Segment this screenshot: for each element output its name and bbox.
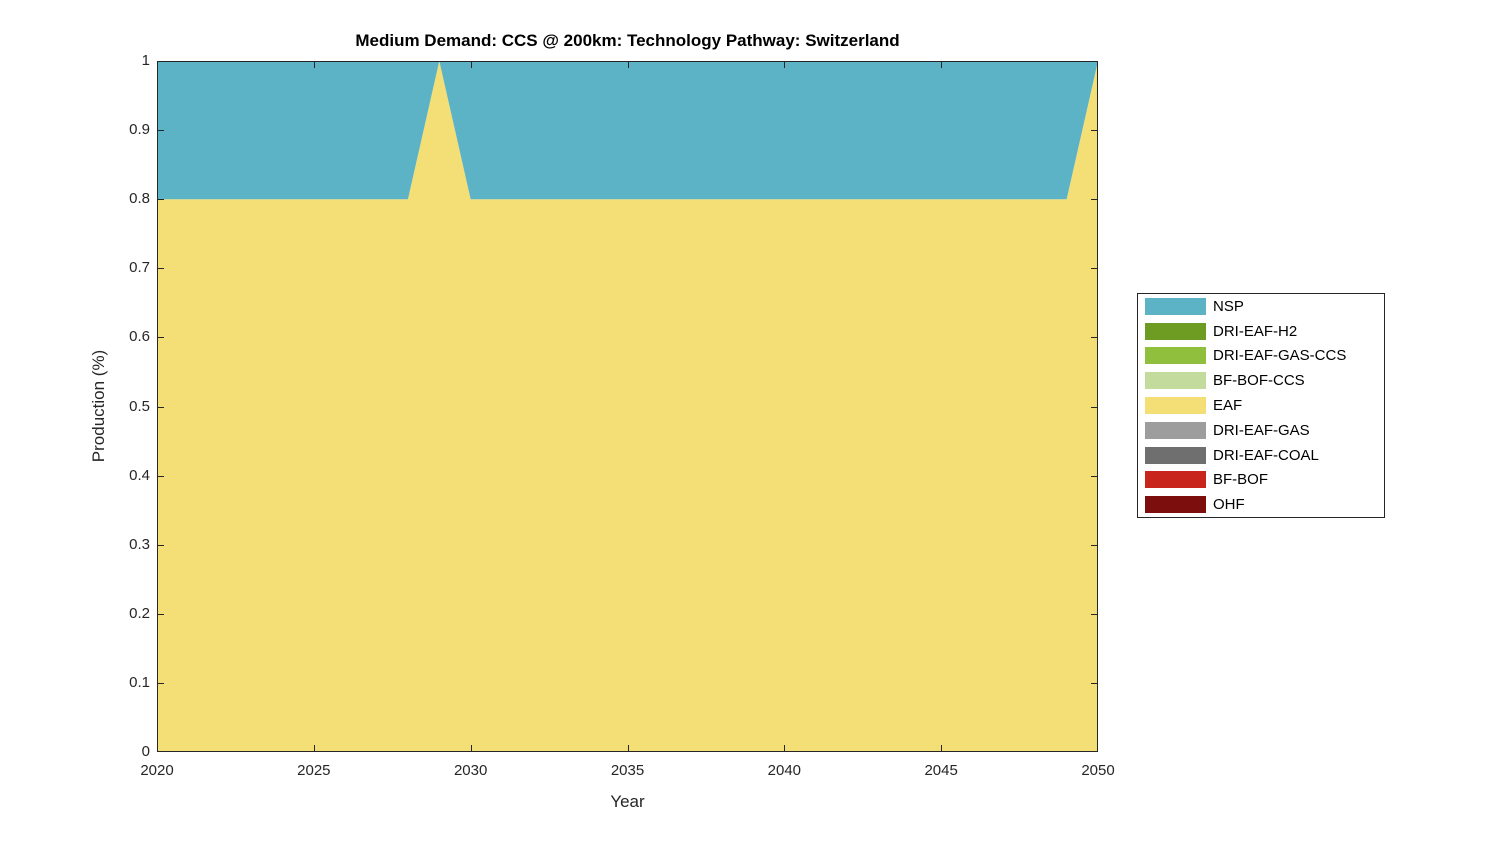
x-tick-label: 2035 [610, 762, 645, 779]
x-tick-label: 2030 [453, 762, 488, 779]
legend-item-EAF: EAF [1145, 393, 1384, 418]
legend-item-NSP: NSP [1145, 294, 1384, 319]
y-tick-label: 0.4 [129, 466, 150, 484]
x-tick-label: 2050 [1081, 762, 1115, 779]
x-tick-label: 2045 [924, 762, 958, 779]
y-tick-label: 0 [141, 743, 150, 760]
legend-swatch-icon [1145, 446, 1206, 464]
legend-label: DRI-EAF-H2 [1213, 322, 1298, 340]
legend-swatch-icon [1145, 372, 1206, 390]
chart-title: Medium Demand: CCS @ 200km: Technology P… [355, 31, 900, 50]
y-tick-label: 0.2 [129, 604, 150, 622]
area-series-EAF [157, 61, 1098, 752]
legend-swatch-icon [1145, 421, 1206, 439]
legend-item-BF-BOF: BF-BOF [1145, 467, 1384, 492]
legend-box: NSP DRI-EAF-H2 DRI-EAF-GAS-CCS BF-BOF-CCS EA… [1137, 293, 1385, 518]
area-series-NSP [157, 61, 1098, 200]
legend-label: BF-BOF [1213, 471, 1268, 489]
y-tick-label: 0.7 [129, 259, 150, 277]
y-tick-label: 0.1 [129, 673, 150, 691]
legend-swatch-icon [1145, 322, 1206, 340]
legend-item-DRI-EAF-GAS: DRI-EAF-GAS [1145, 418, 1384, 443]
x-tick-label: 2040 [767, 762, 802, 779]
legend-label: BF-BOF-CCS [1213, 372, 1305, 390]
stacked-area-plot [157, 61, 1098, 752]
legend-swatch-icon [1145, 397, 1206, 414]
legend-label: OHF [1213, 496, 1245, 514]
legend-item-BF-BOF-CCS: BF-BOF-CCS [1145, 368, 1384, 393]
legend-item-DRI-EAF-H2: DRI-EAF-H2 [1145, 319, 1384, 344]
y-tick-label: 0.5 [129, 397, 150, 415]
y-tick-label: 0.3 [129, 535, 150, 553]
legend-label: DRI-EAF-COAL [1213, 446, 1319, 464]
y-tick-label: 1 [141, 52, 150, 69]
x-axis-label: Year [610, 792, 645, 811]
legend-label: DRI-EAF-GAS-CCS [1213, 347, 1347, 365]
legend-item-OHF: OHF [1145, 492, 1384, 517]
legend-swatch-icon [1145, 297, 1206, 315]
legend-label: EAF [1213, 397, 1243, 414]
legend-swatch-icon [1145, 471, 1206, 489]
legend-item-DRI-EAF-COAL: DRI-EAF-COAL [1145, 443, 1384, 468]
legend-swatch-icon [1145, 347, 1206, 365]
legend-swatch-icon [1145, 496, 1206, 514]
plot-border [157, 61, 1098, 752]
x-tick-label: 2025 [297, 762, 331, 779]
legend-label: DRI-EAF-GAS [1213, 421, 1310, 439]
y-tick-label: 0.9 [129, 121, 150, 139]
y-tick-label: 0.8 [129, 190, 150, 208]
y-tick-label: 0.6 [129, 328, 150, 346]
x-tick-label: 2020 [140, 762, 174, 779]
legend-label: NSP [1213, 297, 1244, 315]
legend-item-DRI-EAF-GAS-CCS: DRI-EAF-GAS-CCS [1145, 344, 1384, 369]
